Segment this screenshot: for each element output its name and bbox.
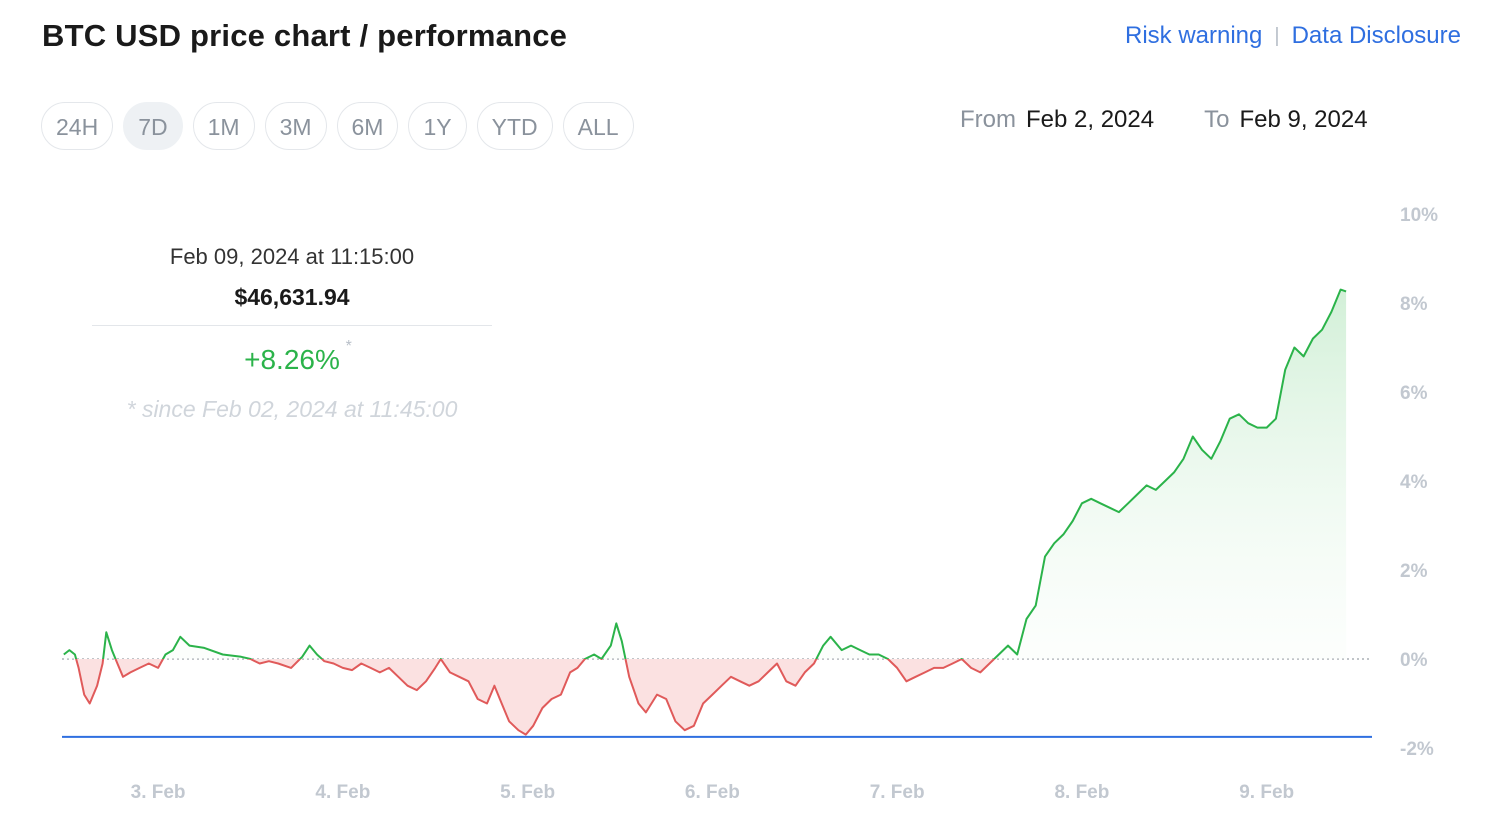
x-tick-label: 6. Feb	[685, 782, 740, 803]
tooltip-change: +8.26% *	[244, 338, 352, 376]
data-disclosure-link[interactable]: Data Disclosure	[1291, 22, 1461, 49]
risk-warning-link[interactable]: Risk warning	[1125, 22, 1263, 49]
range-1m-button[interactable]: 1M	[192, 102, 255, 150]
tooltip-timestamp: Feb 09, 2024 at 11:15:00	[169, 244, 415, 269]
tooltip-asterisk: *	[345, 338, 352, 355]
y-tick-label: 10%	[1400, 205, 1438, 226]
to-date-field[interactable]: Feb 9, 2024	[1239, 106, 1368, 133]
range-3m-button[interactable]: 3M	[264, 102, 327, 150]
range-7d-button[interactable]: 7D	[123, 102, 183, 150]
x-tick-label: 3. Feb	[131, 782, 186, 803]
x-tick-label: 4. Feb	[315, 782, 370, 803]
to-label: To	[1204, 106, 1230, 133]
date-range: From Feb 2, 2024 To Feb 9, 2024	[960, 106, 1368, 134]
x-tick-label: 9. Feb	[1239, 782, 1294, 803]
range-6m-button[interactable]: 6M	[336, 102, 399, 150]
price-tooltip: Feb 09, 2024 at 11:15:00 $46,631.94 +8.2…	[92, 244, 492, 423]
tooltip-divider	[92, 325, 492, 326]
y-tick-label: 6%	[1400, 383, 1428, 404]
y-tick-label: 0%	[1400, 650, 1428, 671]
from-label: From	[960, 106, 1016, 133]
y-tick-label: 4%	[1400, 472, 1428, 493]
tooltip-since-note: * since Feb 02, 2024 at 11:45:00	[126, 396, 458, 422]
page-title: BTC USD price chart / performance	[42, 18, 568, 53]
x-tick-label: 7. Feb	[870, 782, 925, 803]
range-all-button[interactable]: ALL	[562, 102, 634, 150]
range-1y-button[interactable]: 1Y	[408, 102, 467, 150]
series-line-negative	[75, 659, 996, 736]
link-separator: |	[1274, 24, 1280, 47]
negative-area	[63, 659, 1347, 735]
time-range-selector: 24H 7D 1M 3M 6M 1Y YTD ALL	[41, 102, 634, 150]
header-links: Risk warning | Data Disclosure	[1125, 22, 1461, 50]
range-ytd-button[interactable]: YTD	[476, 102, 553, 150]
tooltip-change-value: +8.26%	[244, 344, 340, 375]
from-date-field[interactable]: Feb 2, 2024	[1026, 106, 1155, 133]
range-24h-button[interactable]: 24H	[41, 102, 114, 150]
y-tick-label: 8%	[1400, 294, 1428, 315]
x-tick-label: 5. Feb	[500, 782, 555, 803]
y-tick-label: 2%	[1400, 561, 1428, 582]
tooltip-price: $46,631.94	[234, 284, 350, 310]
y-tick-label: -2%	[1400, 739, 1434, 760]
series-line-positive	[63, 288, 1347, 659]
positive-area	[63, 289, 1347, 659]
x-tick-label: 8. Feb	[1054, 782, 1109, 803]
